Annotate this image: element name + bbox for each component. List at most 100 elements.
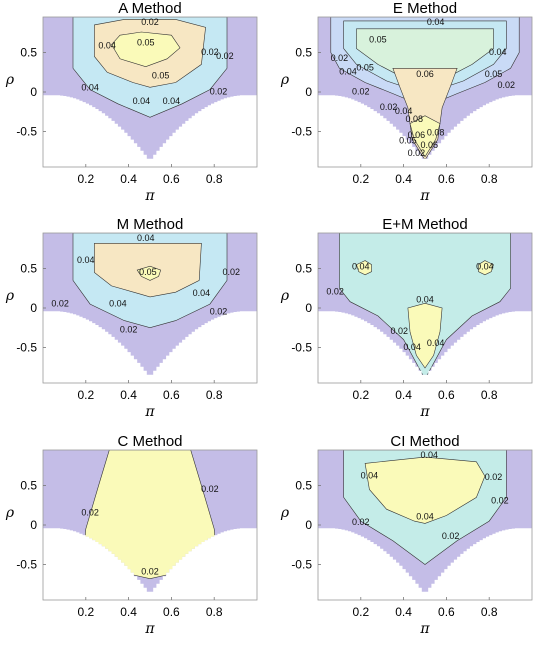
- contour-label: 0.04: [77, 255, 95, 265]
- contour-label: 0.04: [98, 41, 116, 51]
- contour-label: 0.02: [210, 86, 228, 96]
- x-tick-label: 0.6: [438, 388, 455, 402]
- x-tick-label: 0.6: [438, 605, 455, 619]
- contour-label: 0.02: [201, 47, 219, 57]
- x-tick-label: 0.4: [395, 605, 412, 619]
- contour-band: [478, 260, 494, 276]
- contour-label: 0.02: [442, 531, 460, 541]
- contour-band: [409, 115, 441, 158]
- y-tick-label: 0: [30, 301, 37, 315]
- contour-label: 0.04: [427, 338, 445, 348]
- x-tick-label: 0.2: [77, 388, 94, 402]
- x-axis-label: π: [419, 621, 430, 637]
- y-tick-label: -0.5: [291, 557, 312, 571]
- contour-label: 0.02: [141, 17, 159, 27]
- contour-fills: [43, 17, 257, 166]
- y-tick-label: -0.5: [16, 557, 37, 571]
- x-tick-label: 0.8: [206, 172, 223, 186]
- contour-label: 0.08: [427, 127, 445, 137]
- contour-label: 0.02: [51, 298, 69, 308]
- x-axis-label: π: [419, 404, 430, 420]
- contour-label: 0.04: [416, 511, 434, 521]
- x-tick-label: 0.6: [163, 388, 180, 402]
- y-tick-label: 0.5: [295, 262, 312, 276]
- contour-label: 0.02: [326, 287, 344, 297]
- panel-title: E Method: [393, 0, 457, 17]
- contour-label: 0.04: [489, 47, 507, 57]
- contour-label: 0.04: [133, 96, 151, 106]
- panel-title: CI Method: [390, 433, 459, 450]
- contour-label: 0.05: [139, 267, 157, 277]
- y-tick-label: 0: [30, 85, 37, 99]
- panel-title: E+M Method: [382, 216, 467, 233]
- contour-label: 0.05: [485, 69, 503, 79]
- contour-label: 0.02: [352, 517, 370, 527]
- contour-label: 0.04: [361, 470, 379, 480]
- y-tick-label: 0.5: [20, 262, 37, 276]
- contour-label: 0.04: [421, 450, 439, 460]
- contour-label: 0.08: [406, 114, 424, 124]
- contour-label: 0.05: [152, 71, 170, 81]
- contour-label: 0.06: [421, 140, 439, 150]
- y-tick-label: 0: [305, 85, 312, 99]
- x-tick-label: 0.6: [163, 605, 180, 619]
- x-tick-label: 0.2: [352, 605, 369, 619]
- panel-4: 0.04 0.04 0.02 0.04 0.02 0.04 0.04 E+M Method 0.…: [280, 216, 533, 420]
- y-tick-label: 0: [30, 518, 37, 532]
- contour-label: 0.04: [476, 261, 494, 271]
- contour-label: 0.02: [120, 324, 138, 334]
- y-tick-label: 0: [305, 518, 312, 532]
- y-axis-label: ρ: [280, 72, 290, 88]
- contour-label: 0.02: [141, 567, 159, 577]
- contour-label: 0.02: [223, 267, 241, 277]
- panel-5: 0.02 0.02 0.02 C Method 0.2 0.4 0.6 0.8 0.5 0 -0.5…: [5, 433, 258, 637]
- contour-label: 0.02: [408, 148, 426, 158]
- contour-band: [83, 450, 217, 580]
- x-tick-label: 0.8: [481, 388, 498, 402]
- contour-band: [364, 456, 486, 524]
- contour-label: 0.02: [491, 496, 509, 506]
- contour-label: 0.02: [201, 484, 219, 494]
- x-axis-label: π: [419, 188, 430, 204]
- contour-band: [111, 31, 181, 68]
- contour-label: 0.05: [137, 37, 155, 47]
- y-tick-label: -0.5: [16, 340, 37, 354]
- y-tick-label: 0.5: [20, 46, 37, 60]
- x-tick-label: 0.8: [206, 605, 223, 619]
- x-tick-label: 0.4: [395, 388, 412, 402]
- contour-label: 0.02: [380, 102, 398, 112]
- y-tick-label: 0: [305, 301, 312, 315]
- x-tick-label: 0.4: [120, 605, 137, 619]
- y-tick-label: -0.5: [291, 124, 312, 138]
- contour-label: 0.04: [137, 233, 155, 243]
- x-axis-label: π: [144, 404, 155, 420]
- x-tick-label: 0.4: [120, 388, 137, 402]
- contour-band: [407, 302, 443, 369]
- x-tick-label: 0.8: [481, 172, 498, 186]
- contour-label: 0.06: [416, 69, 434, 79]
- contour-label: 0.04: [339, 67, 357, 77]
- contour-label: 0.05: [369, 34, 387, 44]
- x-tick-label: 0.2: [352, 388, 369, 402]
- contour-label: 0.04: [403, 342, 421, 352]
- y-axis-label: ρ: [5, 505, 15, 521]
- contour-label: 0.04: [109, 298, 127, 308]
- contour-label: 0.02: [216, 51, 234, 61]
- y-axis-label: ρ: [5, 72, 15, 88]
- contour-label: 0.02: [485, 472, 503, 482]
- contour-label: 0.05: [356, 63, 374, 73]
- contour-label: 0.04: [427, 17, 445, 27]
- x-tick-label: 0.4: [120, 172, 137, 186]
- y-tick-label: 0.5: [295, 479, 312, 493]
- y-axis-label: ρ: [5, 288, 15, 304]
- contour-label: 0.02: [331, 53, 349, 63]
- y-axis-label: ρ: [280, 505, 290, 521]
- panel-title: A Method: [118, 0, 181, 17]
- contour-label: 0.02: [81, 508, 99, 518]
- panel-2: 0.040.050.020.04 0.050.06 0.050.040.020.02…: [280, 0, 533, 204]
- panel-3: 0.04 0.04 0.05 0.02 0.04 0.04 0.02 0.02 0.02 M Me…: [5, 216, 258, 420]
- panel-1: 0.020.04 0.050.040.050.020.04 0.040.020.02…: [5, 0, 258, 204]
- contour-fills: [43, 450, 257, 599]
- contour-label: 0.04: [416, 294, 434, 304]
